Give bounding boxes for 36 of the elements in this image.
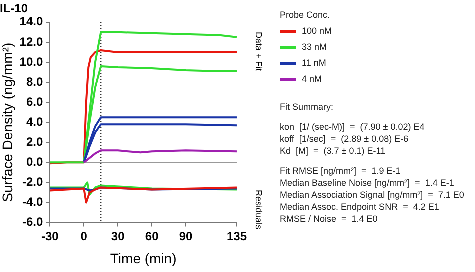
x-tick-label: 60 bbox=[145, 229, 160, 244]
legend-title: Probe Conc. bbox=[280, 10, 332, 20]
chart-title: IL-10 bbox=[0, 2, 28, 16]
y-tick-label: 12.0 bbox=[20, 34, 44, 49]
x-tick-label: 135 bbox=[226, 229, 248, 244]
text: kon [1/ (sec-M)] = (7.90 ± 0.02) E4 bbox=[280, 121, 426, 133]
y-tick-label: 2.0 bbox=[26, 134, 44, 149]
text: RMSE / Noise = 1.4 E0 bbox=[280, 213, 379, 225]
y-tick-label: 10.0 bbox=[20, 54, 44, 69]
text: Kd [M] = (3.7 ± 0.1) E-11 bbox=[280, 145, 387, 157]
y-tick-label: -6.0 bbox=[22, 215, 44, 230]
x-tick-label: 30 bbox=[111, 229, 126, 244]
y-tick-label: 4.0 bbox=[26, 114, 44, 129]
legend-label: 11 nM bbox=[302, 58, 326, 68]
text: Median Association Signal [ng/mm²] = 7.1 E0 bbox=[280, 189, 466, 201]
y-tick-label: 8.0 bbox=[26, 74, 44, 89]
y-tick-label: 0.0 bbox=[26, 154, 44, 169]
text: Median Baseline Noise [ng/mm²] = 1.4 E-1 bbox=[280, 177, 456, 189]
y-tick-label: 6.0 bbox=[26, 94, 44, 109]
text: Fit Summary: bbox=[280, 101, 335, 113]
x-tick-label: 0 bbox=[80, 229, 88, 244]
x-tick-label: -30 bbox=[41, 229, 60, 244]
text: Residuals bbox=[254, 190, 264, 230]
legend-label: 4 nM bbox=[302, 74, 322, 84]
y-tick-label: 14.0 bbox=[20, 14, 44, 29]
y-axis-title: Surface Density (ng/mm²) bbox=[0, 42, 16, 202]
text: Fit RMSE [ng/mm²] = 1.9 E-1 bbox=[280, 165, 402, 177]
text: koff [1/sec] = (2.89 ± 0.08) E-6 bbox=[280, 133, 410, 145]
y-tick-label: -2.0 bbox=[22, 175, 44, 190]
x-tick-label: 90 bbox=[179, 229, 194, 244]
text: Data + Fit bbox=[254, 32, 264, 72]
x-axis-title: Time (min) bbox=[110, 250, 177, 266]
text: Median Assoc. Endpoint SNR = 4.2 E1 bbox=[280, 201, 440, 213]
legend-label: 100 nM bbox=[302, 26, 332, 36]
y-tick-label: -4.0 bbox=[22, 195, 44, 210]
legend-label: 33 nM bbox=[302, 42, 328, 52]
